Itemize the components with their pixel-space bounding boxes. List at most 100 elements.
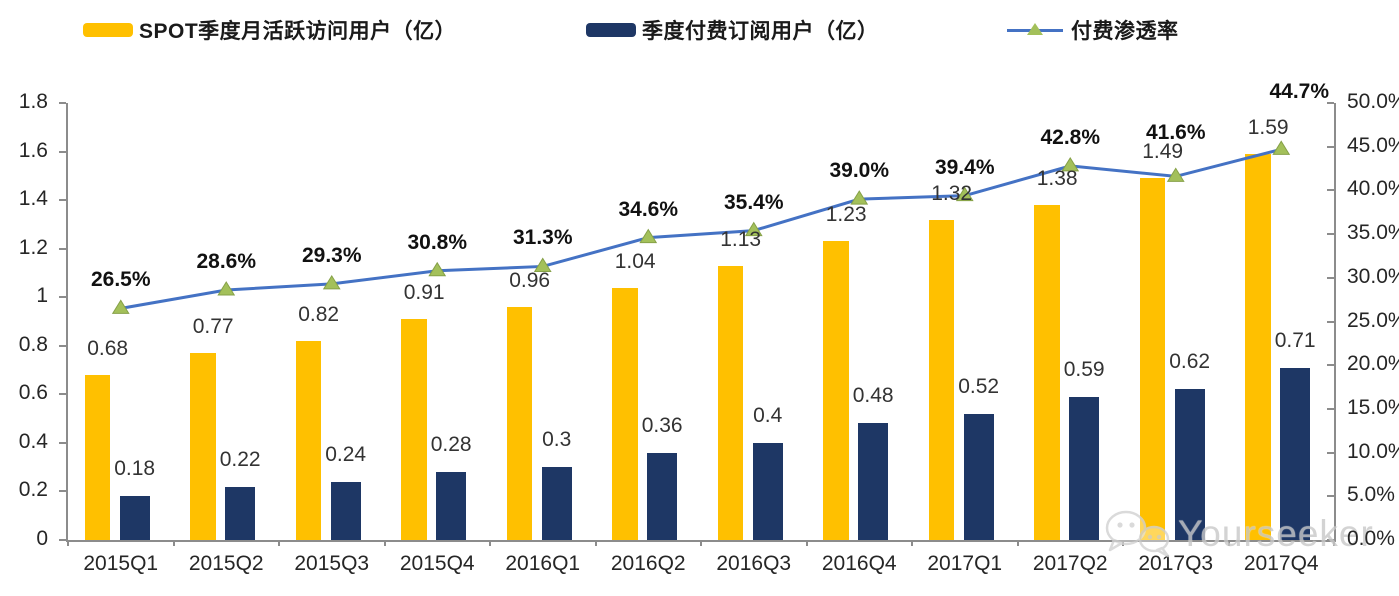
x-axis-tick — [911, 540, 913, 546]
right-axis-tick-label: 5.0% — [1347, 483, 1395, 507]
penetration-marker — [1272, 140, 1291, 155]
penetration-marker — [639, 228, 658, 244]
mau-bar-value-label: 1.49 — [1142, 140, 1184, 164]
paid-bar — [1069, 396, 1100, 540]
right-axis-tick — [1327, 102, 1334, 104]
paid-bar-value-label: 0.18 — [114, 457, 156, 481]
penetration-marker — [322, 274, 341, 290]
mau-bar — [1139, 178, 1166, 540]
x-axis-tick — [489, 540, 491, 546]
penetration-marker — [850, 190, 869, 205]
penetration-point-label: 30.8% — [407, 230, 468, 254]
left-axis-tick — [59, 393, 66, 396]
left-axis-tick-label: 0.8 — [18, 332, 48, 356]
penetration-marker — [533, 257, 552, 272]
paid-legend-swatch — [586, 23, 636, 37]
x-axis-tick — [172, 540, 175, 546]
mau-bar-value-label: 1.38 — [1036, 166, 1078, 190]
right-axis-tick-label: 15.0% — [1347, 395, 1399, 419]
left-axis-tick — [59, 247, 66, 250]
watermark-text: Yourseeker — [1178, 513, 1374, 554]
right-axis-tick-label: 45.0% — [1347, 133, 1399, 157]
mau-bar — [928, 219, 955, 540]
penetration-point-label: 39.0% — [829, 159, 890, 183]
penetration-marker — [744, 221, 763, 237]
penetration-marker — [111, 299, 130, 314]
legend-item-mau: SPOT季度月活跃访问用户（亿） — [83, 15, 456, 45]
x-axis-label: 2017Q3 — [1138, 552, 1214, 575]
x-axis-label: 2017Q2 — [1032, 552, 1108, 575]
left-axis-tick-label: 0.6 — [18, 381, 48, 405]
paid-bar-value-label: 0.48 — [852, 384, 894, 408]
mau-bar — [506, 306, 533, 540]
x-axis-tick — [700, 540, 702, 546]
watermark: Yourseeker — [1100, 506, 1374, 562]
right-axis-tick — [1327, 189, 1334, 192]
right-axis-tick — [1327, 451, 1334, 454]
x-axis-label: 2016Q3 — [716, 552, 792, 575]
penetration-marker — [1166, 167, 1185, 182]
mau-bar — [612, 287, 638, 540]
right-axis-tick — [1327, 320, 1334, 323]
penetration-marker — [1061, 156, 1080, 172]
paid-bar-value-label: 0.71 — [1274, 328, 1316, 352]
mau-bar — [401, 319, 427, 540]
right-axis-tick — [1327, 233, 1334, 236]
legend-item-paid: 季度付费订阅用户（亿） — [586, 15, 879, 45]
mau-bar — [1245, 153, 1271, 540]
paid-bar-value-label: 0.62 — [1169, 350, 1211, 374]
right-axis-line — [1334, 103, 1336, 542]
paid-bar — [963, 413, 994, 540]
left-axis-tick-label: 0.2 — [18, 478, 48, 502]
right-axis-tick-label: 35.0% — [1347, 221, 1399, 245]
paid-bar-value-label: 0.59 — [1063, 357, 1105, 381]
paid-legend-label: 季度付费订阅用户（亿） — [642, 20, 879, 43]
paid-bar-value-label: 0.22 — [219, 447, 261, 471]
paid-bar — [1174, 389, 1205, 540]
x-axis-tick — [383, 540, 386, 546]
left-axis-tick-label: 1 — [36, 284, 48, 308]
x-axis-label: 2016Q2 — [610, 552, 686, 575]
right-axis-tick — [1327, 407, 1334, 410]
right-axis-tick-label: 30.0% — [1347, 264, 1399, 288]
mau-bar — [84, 374, 111, 540]
mau-legend-label: SPOT季度月活跃访问用户（亿） — [139, 20, 457, 43]
x-axis-tick — [1016, 540, 1019, 546]
mau-bar-value-label: 0.77 — [192, 315, 234, 339]
mau-bar-value-label: 1.13 — [720, 227, 762, 251]
x-axis-tick — [1333, 540, 1335, 546]
left-axis-tick-label: 1.8 — [18, 90, 48, 113]
right-axis-tick-label: 0.0% — [1347, 527, 1395, 550]
x-axis-tick — [805, 540, 808, 546]
x-axis-tick — [278, 540, 280, 546]
left-axis-tick-label: 1.6 — [18, 138, 48, 162]
x-axis-label: 2017Q1 — [927, 552, 1003, 575]
x-axis-label: 2016Q4 — [821, 552, 897, 575]
x-axis-tick — [1227, 540, 1230, 546]
paid-bar-value-label: 0.52 — [958, 374, 1000, 398]
mau-bar-value-label: 0.68 — [87, 336, 129, 360]
left-axis-tick — [59, 441, 66, 444]
penetration-point-label: 31.3% — [512, 226, 573, 250]
penetration-marker — [955, 186, 974, 202]
paid-bar — [541, 467, 572, 540]
mau-bar-value-label: 0.96 — [509, 268, 551, 292]
penetration-point-label: 26.5% — [90, 268, 151, 292]
penetration-line — [120, 147, 1282, 310]
x-axis-tick — [594, 540, 597, 546]
penetration-legend-label: 付费渗透率 — [1071, 20, 1179, 43]
paid-bar-value-label: 0.36 — [641, 413, 683, 437]
mau-bar — [823, 241, 849, 540]
paid-bar — [752, 442, 783, 540]
mau-bar-value-label: 1.04 — [614, 249, 656, 273]
x-axis-label: 2017Q4 — [1243, 552, 1319, 575]
paid-bar — [858, 423, 889, 540]
left-axis-tick — [59, 539, 66, 541]
right-axis-tick-label: 40.0% — [1347, 177, 1399, 201]
mau-bar-value-label: 0.91 — [403, 281, 445, 305]
left-axis-tick — [59, 296, 66, 299]
paid-bar — [436, 472, 467, 540]
penetration-point-label: 42.8% — [1040, 125, 1101, 149]
right-axis-tick — [1327, 364, 1334, 367]
left-axis-tick-label: 0.4 — [18, 429, 48, 453]
